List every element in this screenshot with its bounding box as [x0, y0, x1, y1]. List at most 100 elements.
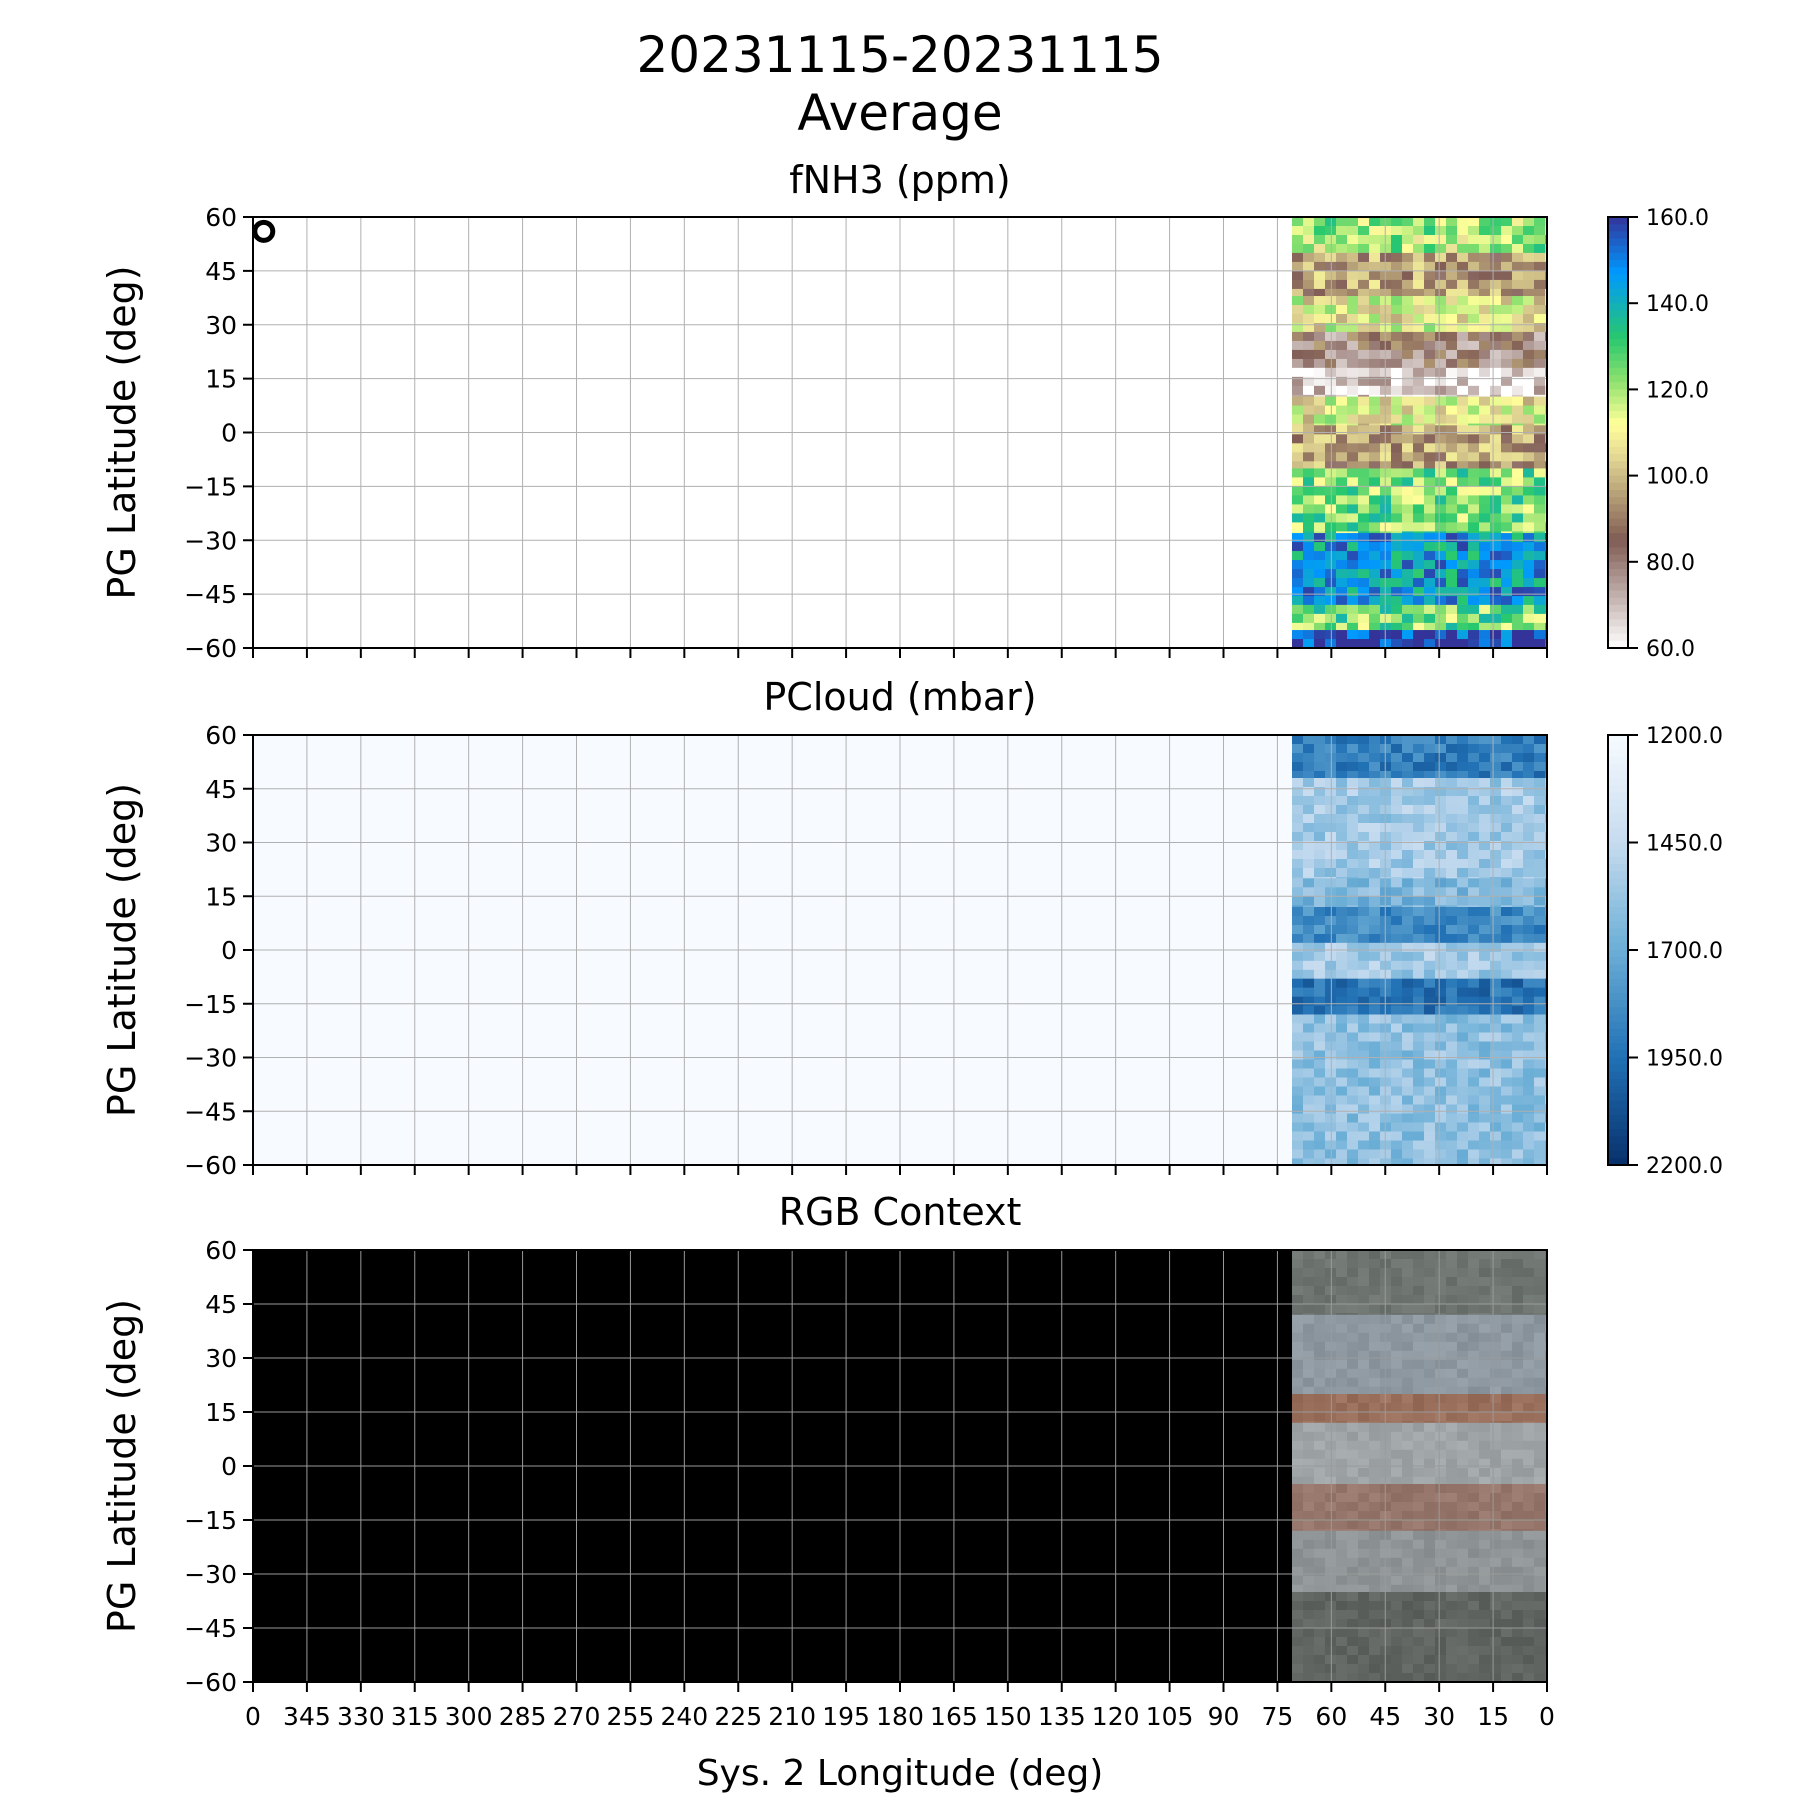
data-cell — [1391, 1068, 1403, 1078]
data-cell — [1369, 1268, 1381, 1278]
data-cell — [1391, 1646, 1403, 1656]
data-cell — [1435, 1539, 1447, 1550]
colorbar-segment — [1608, 540, 1628, 549]
data-cell — [1391, 814, 1403, 824]
data-cell — [1501, 367, 1513, 378]
data-cell — [1424, 551, 1436, 561]
data-cell — [1358, 1122, 1370, 1132]
data-cell — [1336, 542, 1348, 552]
data-cell — [1347, 1032, 1359, 1042]
data-cell — [1501, 270, 1513, 281]
data-cell — [1435, 639, 1447, 649]
data-cell — [1292, 1149, 1304, 1159]
data-cell — [1435, 1530, 1447, 1541]
data-cell — [1314, 1673, 1326, 1683]
data-cell — [1468, 796, 1480, 806]
data-cell — [1534, 1664, 1546, 1674]
data-cell — [1534, 1557, 1546, 1568]
x-tick-label: 330 — [337, 1702, 385, 1731]
data-cell — [1512, 522, 1524, 532]
colorbar-segment — [1608, 346, 1628, 355]
data-cell — [1303, 1412, 1315, 1422]
colorbar-segment — [1608, 1043, 1628, 1051]
data-cell — [1457, 358, 1469, 369]
data-cell — [1501, 613, 1513, 624]
data-cell — [1501, 587, 1513, 597]
x-tick-label: 180 — [876, 1702, 924, 1731]
data-cell — [1534, 771, 1546, 779]
data-cell — [1402, 1314, 1414, 1325]
data-cell — [1369, 477, 1381, 487]
data-cell — [1292, 305, 1304, 315]
data-cell — [1490, 423, 1502, 426]
data-cell — [1501, 1341, 1513, 1352]
data-cell — [1534, 1005, 1546, 1015]
data-cell — [1523, 1314, 1535, 1325]
data-cell — [1523, 942, 1535, 953]
data-cell — [1347, 1529, 1359, 1532]
data-cell — [1402, 762, 1414, 772]
data-cell — [1402, 1548, 1414, 1559]
data-cell — [1534, 1104, 1546, 1114]
data-cell — [1336, 1655, 1348, 1665]
data-cell — [1325, 1059, 1337, 1069]
data-cell — [1336, 907, 1348, 917]
data-cell — [1446, 604, 1458, 615]
data-cell — [1325, 288, 1337, 297]
data-cell — [1325, 1628, 1337, 1638]
data-cell — [1391, 405, 1403, 416]
data-cell — [1479, 1268, 1491, 1278]
data-cell — [1325, 217, 1337, 227]
data-cell — [1402, 942, 1414, 953]
data-cell — [1391, 513, 1403, 523]
data-cell — [1468, 1023, 1480, 1033]
data-cell — [1369, 425, 1381, 435]
data-cell — [1303, 1592, 1315, 1602]
data-cell — [1358, 288, 1370, 297]
data-cell — [1391, 1368, 1403, 1379]
data-cell — [1314, 1113, 1326, 1123]
data-cell — [1369, 1575, 1381, 1586]
data-cell — [1479, 394, 1491, 398]
data-cell — [1468, 1539, 1480, 1550]
data-cell — [1413, 916, 1425, 926]
data-cell — [1325, 1601, 1337, 1611]
data-cell — [1435, 1529, 1447, 1532]
data-cell — [1457, 1077, 1469, 1087]
data-cell — [1534, 1655, 1546, 1665]
data-cell — [1358, 323, 1370, 333]
data-cell — [1501, 1014, 1513, 1024]
data-cell — [1369, 1023, 1381, 1033]
data-cell — [1358, 1619, 1370, 1629]
data-cell — [1314, 1323, 1326, 1334]
data-cell — [1358, 887, 1370, 897]
data-cell — [1413, 1493, 1425, 1503]
data-cell — [1402, 877, 1414, 879]
data-cell — [1303, 639, 1315, 649]
data-cell — [1413, 1431, 1425, 1442]
data-cell — [1369, 244, 1381, 254]
data-cell — [1523, 622, 1535, 631]
data-cell — [1336, 1050, 1348, 1060]
colorbar-segment — [1608, 1157, 1628, 1166]
data-cell — [1435, 331, 1447, 342]
data-cell — [1402, 504, 1414, 514]
data-cell — [1325, 796, 1337, 806]
data-cell — [1303, 1140, 1315, 1150]
data-cell — [1325, 925, 1337, 935]
data-cell — [1534, 832, 1546, 842]
data-cell — [1490, 1484, 1502, 1494]
data-cell — [1490, 639, 1502, 649]
data-cell — [1314, 551, 1326, 561]
data-cell — [1325, 423, 1337, 426]
data-cell — [1402, 630, 1414, 640]
data-cell — [1391, 1268, 1403, 1278]
data-cell — [1303, 513, 1315, 523]
data-cell — [1490, 226, 1502, 236]
data-cell — [1512, 305, 1524, 315]
data-cell — [1523, 1368, 1535, 1379]
data-cell — [1347, 531, 1359, 534]
data-cell — [1347, 1377, 1359, 1388]
data-cell — [1347, 513, 1359, 523]
data-cell — [1336, 1458, 1348, 1469]
